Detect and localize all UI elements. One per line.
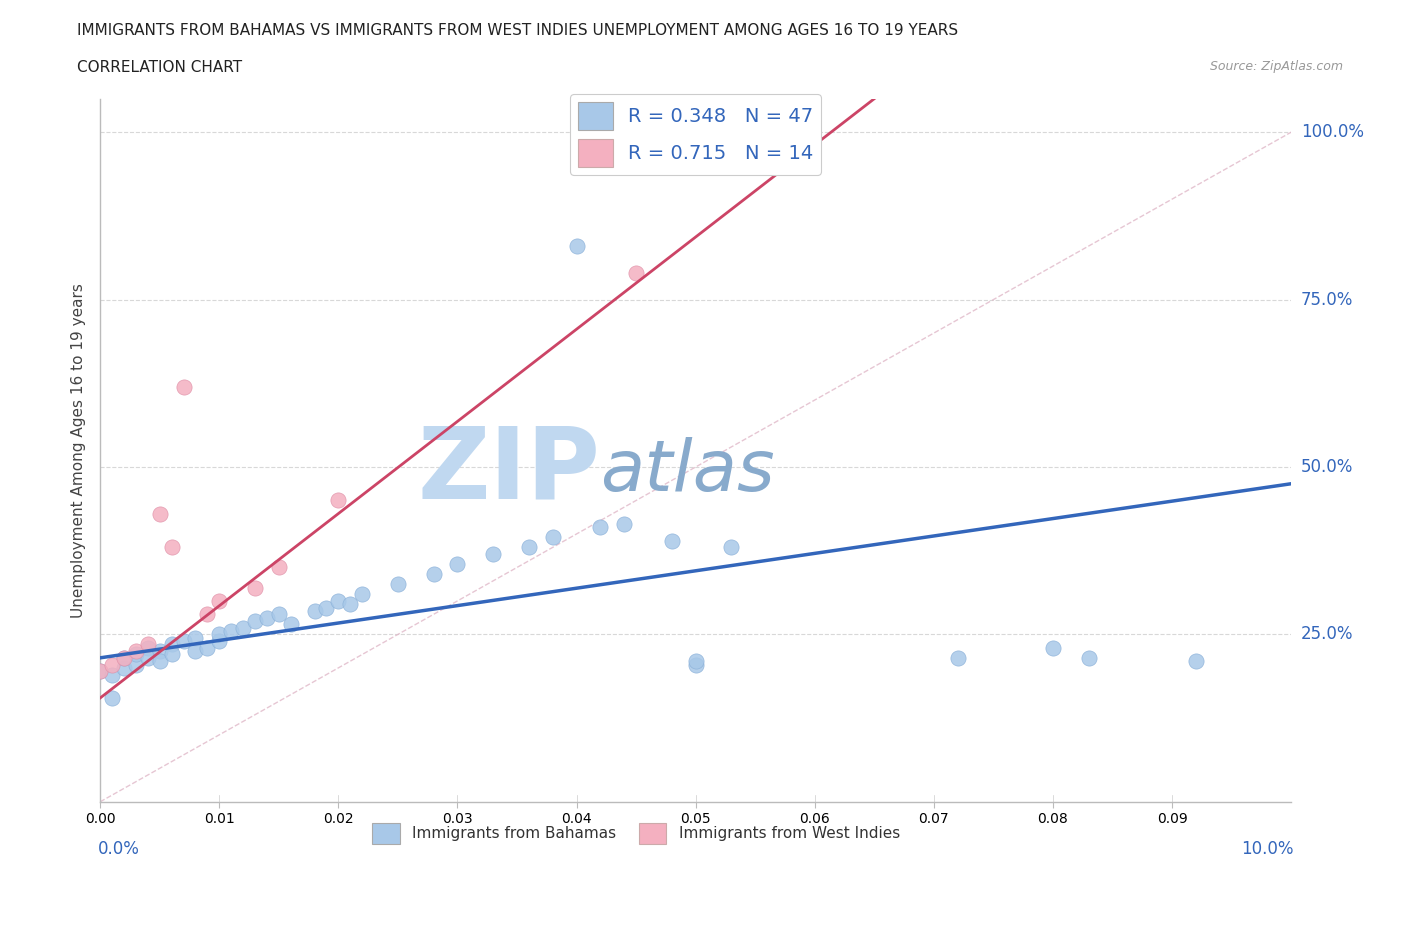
Point [422,566,444,581]
Point [1185,654,1208,669]
Point [89,664,111,679]
Point [112,650,135,665]
Point [328,493,350,508]
Legend: Immigrants from Bahamas, Immigrants from West Indies: Immigrants from Bahamas, Immigrants from… [366,817,905,850]
Point [101,658,124,672]
Point [685,654,707,669]
Point [661,533,683,548]
Point [160,540,183,555]
Text: 75.0%: 75.0% [1301,290,1353,309]
Point [446,557,468,572]
Point [1077,650,1099,665]
Point [565,239,588,254]
Point [208,627,231,642]
Point [89,664,111,679]
Point [160,637,183,652]
Point [243,580,266,595]
Point [243,614,266,629]
Text: Source: ZipAtlas.com: Source: ZipAtlas.com [1209,60,1343,73]
Point [256,610,278,625]
Point [208,593,231,608]
Point [946,650,969,665]
Point [339,597,361,612]
Point [125,658,148,672]
Point [208,633,231,648]
Point [267,607,290,622]
Point [136,637,159,652]
Point [173,379,195,394]
Point [160,647,183,662]
Y-axis label: Unemployment Among Ages 16 to 19 years: Unemployment Among Ages 16 to 19 years [72,283,86,618]
Point [101,691,124,706]
Point [232,620,254,635]
Point [112,650,135,665]
Point [685,658,707,672]
Point [589,520,612,535]
Point [195,641,218,656]
Text: 100.0%: 100.0% [1301,123,1364,141]
Point [328,593,350,608]
Point [112,660,135,675]
Text: atlas: atlas [600,437,775,506]
Point [315,600,337,615]
Point [280,617,302,631]
Point [613,516,636,531]
Point [136,641,159,656]
Point [195,607,218,622]
Point [125,647,148,662]
Point [1042,641,1064,656]
Point [624,265,647,280]
Point [517,540,540,555]
Point [149,644,172,658]
Point [149,507,172,522]
Point [173,633,195,648]
Point [352,587,374,602]
Point [387,577,409,591]
Text: 10.0%: 10.0% [1241,841,1294,858]
Point [184,631,207,645]
Point [482,547,505,562]
Text: 25.0%: 25.0% [1301,625,1353,644]
Point [267,560,290,575]
Text: CORRELATION CHART: CORRELATION CHART [77,60,242,75]
Point [125,644,148,658]
Point [101,667,124,682]
Point [149,654,172,669]
Text: IMMIGRANTS FROM BAHAMAS VS IMMIGRANTS FROM WEST INDIES UNEMPLOYMENT AMONG AGES 1: IMMIGRANTS FROM BAHAMAS VS IMMIGRANTS FR… [77,23,959,38]
Point [184,644,207,658]
Point [304,604,326,618]
Point [136,650,159,665]
Text: 0.0%: 0.0% [98,841,139,858]
Point [219,624,242,639]
Text: ZIP: ZIP [418,423,600,520]
Point [720,540,742,555]
Text: 50.0%: 50.0% [1301,458,1353,476]
Point [541,530,564,545]
